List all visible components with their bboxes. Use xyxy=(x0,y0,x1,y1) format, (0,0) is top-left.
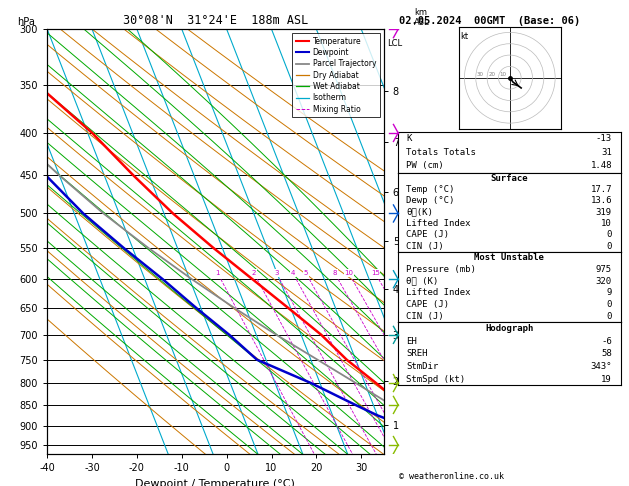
Text: 19: 19 xyxy=(601,375,612,383)
Text: 2: 2 xyxy=(252,270,256,276)
Text: θᴄ(K): θᴄ(K) xyxy=(406,208,433,217)
Text: Totals Totals: Totals Totals xyxy=(406,148,476,157)
Text: 10: 10 xyxy=(344,270,353,276)
Text: 58: 58 xyxy=(601,349,612,358)
Text: 320: 320 xyxy=(596,277,612,286)
Text: Pressure (mb): Pressure (mb) xyxy=(406,265,476,274)
Text: CAPE (J): CAPE (J) xyxy=(406,230,450,239)
X-axis label: Dewpoint / Temperature (°C): Dewpoint / Temperature (°C) xyxy=(135,479,296,486)
Text: Lifted Index: Lifted Index xyxy=(406,219,471,228)
Text: EH: EH xyxy=(406,337,417,346)
Text: 0: 0 xyxy=(606,242,612,251)
Text: K: K xyxy=(406,135,412,143)
Text: SREH: SREH xyxy=(406,349,428,358)
Text: CIN (J): CIN (J) xyxy=(406,242,444,251)
Text: hPa: hPa xyxy=(17,17,35,27)
Text: Hodograph: Hodograph xyxy=(485,324,533,333)
Text: 10: 10 xyxy=(601,219,612,228)
Text: 30: 30 xyxy=(477,71,484,77)
Text: Most Unstable: Most Unstable xyxy=(474,253,544,262)
Text: 17.7: 17.7 xyxy=(591,185,612,194)
Text: 0: 0 xyxy=(606,300,612,309)
Text: 4: 4 xyxy=(291,270,295,276)
Text: 343°: 343° xyxy=(591,362,612,371)
Text: -13: -13 xyxy=(596,135,612,143)
Text: 8: 8 xyxy=(332,270,337,276)
Text: Temp (°C): Temp (°C) xyxy=(406,185,455,194)
Text: 5: 5 xyxy=(304,270,308,276)
Text: 31: 31 xyxy=(601,148,612,157)
Text: 319: 319 xyxy=(596,208,612,217)
Text: 0: 0 xyxy=(606,312,612,321)
Text: CAPE (J): CAPE (J) xyxy=(406,300,450,309)
Text: 15: 15 xyxy=(370,270,379,276)
Text: PW (cm): PW (cm) xyxy=(406,161,444,170)
Text: Surface: Surface xyxy=(491,174,528,183)
Text: -6: -6 xyxy=(601,337,612,346)
Text: 975: 975 xyxy=(596,265,612,274)
Text: 0: 0 xyxy=(606,230,612,239)
Text: km
ASL: km ASL xyxy=(414,8,430,27)
Text: StmDir: StmDir xyxy=(406,362,438,371)
Text: © weatheronline.co.uk: © weatheronline.co.uk xyxy=(399,472,504,481)
Text: 10: 10 xyxy=(499,71,506,77)
Title: 30°08'N  31°24'E  188m ASL: 30°08'N 31°24'E 188m ASL xyxy=(123,14,308,27)
Text: Lifted Index: Lifted Index xyxy=(406,288,471,297)
Text: 3: 3 xyxy=(274,270,279,276)
Text: Dewp (°C): Dewp (°C) xyxy=(406,196,455,205)
Text: 9: 9 xyxy=(606,288,612,297)
Text: CIN (J): CIN (J) xyxy=(406,312,444,321)
Text: 1: 1 xyxy=(215,270,220,276)
Text: θᴄ (K): θᴄ (K) xyxy=(406,277,438,286)
Text: 20: 20 xyxy=(488,71,495,77)
Text: 02.05.2024  00GMT  (Base: 06): 02.05.2024 00GMT (Base: 06) xyxy=(399,16,581,26)
Legend: Temperature, Dewpoint, Parcel Trajectory, Dry Adiabat, Wet Adiabat, Isotherm, Mi: Temperature, Dewpoint, Parcel Trajectory… xyxy=(292,33,380,117)
Text: StmSpd (kt): StmSpd (kt) xyxy=(406,375,465,383)
Text: LCL: LCL xyxy=(387,39,402,48)
Text: 1.48: 1.48 xyxy=(591,161,612,170)
Text: 13.6: 13.6 xyxy=(591,196,612,205)
Text: kt: kt xyxy=(460,33,468,41)
